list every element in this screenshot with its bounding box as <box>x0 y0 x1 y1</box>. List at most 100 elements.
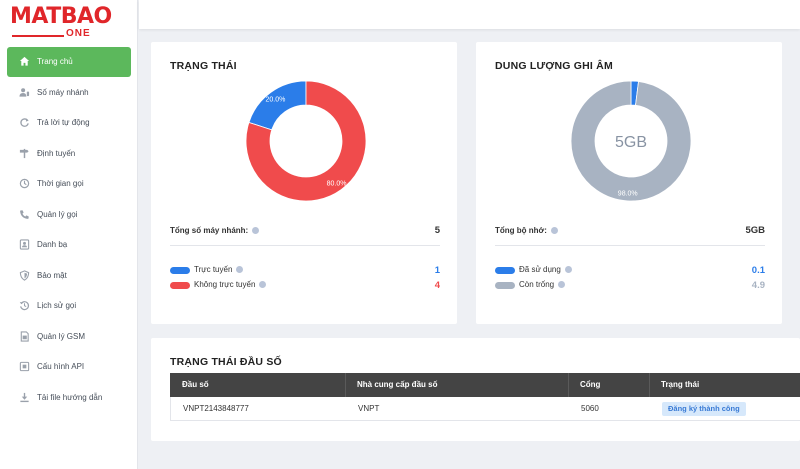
sidebar-item-label: Trả lời tự động <box>37 118 90 128</box>
legend-value: 4.9 <box>751 280 765 291</box>
table-header: Đầu số Nhà cung cấp đầu số Cổng Trạng th… <box>170 373 800 397</box>
status-legend-row[interactable]: Không trực tuyến 4 <box>170 279 440 293</box>
sidebar-item-5[interactable]: Thời gian gọi <box>7 169 131 199</box>
numbers-card-title: TRẠNG THÁI ĐẦU SỐ <box>170 356 282 368</box>
legend-swatch <box>170 267 190 274</box>
info-icon[interactable] <box>558 281 566 289</box>
donut-slice-2[interactable] <box>245 80 367 202</box>
storage-legend-row[interactable]: Còn trống 4.9 <box>495 279 765 293</box>
storage-total-label: Tổng bộ nhớ: <box>495 226 558 235</box>
col-separator <box>649 373 650 397</box>
cell-status: Đăng ký thành công <box>662 397 746 421</box>
sidebar-item-9[interactable]: Lịch sử gọi <box>7 291 131 321</box>
sidebar-item-label: Lịch sử gọi <box>37 301 77 311</box>
col-header-provider[interactable]: Nhà cung cấp đầu số <box>357 380 438 389</box>
info-icon[interactable] <box>550 227 558 235</box>
storage-total-row: Tổng bộ nhớ: 5GB <box>495 222 765 246</box>
storage-total-label-text: Tổng bộ nhớ: <box>495 226 547 235</box>
col-header-number[interactable]: Đầu số <box>182 380 209 389</box>
info-icon[interactable] <box>252 227 260 235</box>
api-icon <box>18 361 30 373</box>
status-card: TRẠNG THÁI 20.0% 80.0% Tổng số máy nhánh:… <box>151 42 457 324</box>
sidebar-item-11[interactable]: Cấu hình API <box>7 352 131 382</box>
sidebar-item-4[interactable]: Định tuyến <box>7 139 131 169</box>
contacts-icon <box>18 239 30 251</box>
donut-center-text: 5GB <box>615 134 647 151</box>
sidebar-item-label: Quản lý gọi <box>37 209 78 219</box>
legend-label-text: Không trực tuyến <box>194 280 256 289</box>
col-header-status[interactable]: Trạng thái <box>661 380 700 389</box>
sidebar-item-label: Bảo mật <box>37 270 67 280</box>
status-card-title: TRẠNG THÁI <box>170 60 237 72</box>
legend-label: Đã sử dụng <box>519 265 572 274</box>
signpost-icon <box>18 147 30 159</box>
col-header-port[interactable]: Cổng <box>580 380 601 389</box>
numbers-card: TRẠNG THÁI ĐẦU SỐ Đầu số Nhà cung cấp đầ… <box>151 338 800 441</box>
donut-slice-label: 80.0% <box>327 181 347 188</box>
sidebar-item-12[interactable]: Tải file hướng dẫn <box>7 383 131 413</box>
legend-value: 1 <box>434 265 440 276</box>
legend-label: Còn trống <box>519 280 566 289</box>
legend-label-text: Đã sử dụng <box>519 265 561 274</box>
sidebar-item-2[interactable]: Số máy nhánh <box>7 78 131 108</box>
legend-swatch <box>495 282 515 289</box>
cell-provider: VNPT <box>358 404 380 413</box>
status-total-row: Tổng số máy nhánh: 5 <box>170 222 440 246</box>
donut-slice-label: 98.0% <box>618 190 638 197</box>
sidebar-item-label: Quản lý GSM <box>37 331 86 341</box>
sidebar-item-label: Số máy nhánh <box>37 87 89 97</box>
sidebar-item-label: Định tuyến <box>37 148 76 158</box>
donut-slice-2[interactable] <box>570 80 692 202</box>
storage-total-value: 5GB <box>745 225 765 236</box>
numbers-table: Đầu số Nhà cung cấp đầu số Cổng Trạng th… <box>170 373 800 421</box>
shield-icon <box>18 269 30 281</box>
status-total-label: Tổng số máy nhánh: <box>170 226 260 235</box>
sidebar-item-label: Tải file hướng dẫn <box>37 392 103 402</box>
cell-port: 5060 <box>581 404 599 413</box>
donut-slice-1[interactable] <box>248 80 307 131</box>
legend-label-text: Trực tuyến <box>194 265 233 274</box>
storage-card-title: DUNG LƯỢNG GHI ÂM <box>495 60 613 72</box>
storage-legend-row[interactable]: Đã sử dụng 0.1 <box>495 264 765 278</box>
legend-swatch <box>495 267 515 274</box>
sidebar-item-10[interactable]: Quản lý GSM <box>7 322 131 352</box>
status-legend-row[interactable]: Trực tuyến 1 <box>170 264 440 278</box>
clock-icon <box>18 178 30 190</box>
storage-card: DUNG LƯỢNG GHI ÂM 98.0% 5GB Tổng bộ nhớ: … <box>476 42 782 324</box>
legend-swatch <box>170 282 190 289</box>
brand-sub: ONE <box>66 28 91 39</box>
donut-slice-label: 20.0% <box>266 96 286 103</box>
sidebar-item-8[interactable]: Bảo mật <box>7 261 131 291</box>
legend-value: 4 <box>434 280 440 291</box>
legend-label-text: Còn trống <box>519 280 555 289</box>
info-icon[interactable] <box>564 266 572 274</box>
sidebar-item-label: Trang chủ <box>37 57 73 67</box>
info-icon[interactable] <box>259 281 267 289</box>
refresh-icon <box>18 117 30 129</box>
col-separator <box>568 373 569 397</box>
brand-underline <box>12 35 64 37</box>
legend-label: Không trực tuyến <box>194 280 267 289</box>
col-separator <box>345 373 346 397</box>
info-icon[interactable] <box>236 266 244 274</box>
storage-donut-chart: 98.0% 5GB <box>570 80 692 202</box>
sim-icon <box>18 330 30 342</box>
home-icon <box>18 56 30 68</box>
phone-icon <box>18 208 30 220</box>
legend-value: 0.1 <box>751 265 765 276</box>
sidebar-item-label: Danh bạ <box>37 240 68 250</box>
table-row[interactable]: VNPT2143848777 VNPT 5060 Đăng ký thành c… <box>170 397 800 421</box>
sidebar-item-6[interactable]: Quản lý gọi <box>7 200 131 230</box>
sidebar-item-3[interactable]: Trả lời tự động <box>7 108 131 138</box>
status-total-label-text: Tổng số máy nhánh: <box>170 226 249 235</box>
history-icon <box>18 300 30 312</box>
sidebar-menu: Trang chủ Số máy nhánh Trả lời tự động Định… <box>7 47 131 413</box>
sidebar-item-label: Cấu hình API <box>37 362 85 372</box>
brand-logo[interactable]: MATBAO ONE <box>10 4 126 42</box>
sidebar: MATBAO ONE Trang chủ Số máy nhánh Trả lời … <box>0 0 138 469</box>
cell-number: VNPT2143848777 <box>183 404 249 413</box>
brand-word: MATBAO <box>10 4 112 29</box>
download-icon <box>18 391 30 403</box>
sidebar-item-7[interactable]: Danh bạ <box>7 230 131 260</box>
sidebar-item-1[interactable]: Trang chủ <box>7 47 131 77</box>
